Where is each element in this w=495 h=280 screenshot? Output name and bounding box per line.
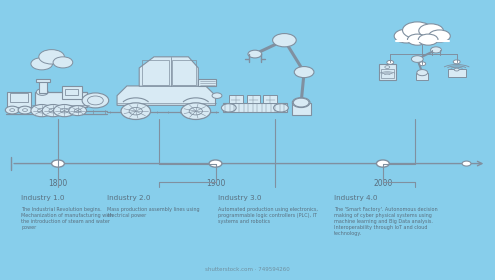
Text: Industry 1.0: Industry 1.0 <box>21 195 64 201</box>
Circle shape <box>69 106 87 116</box>
Circle shape <box>411 56 423 62</box>
Circle shape <box>419 62 426 66</box>
Circle shape <box>248 50 262 58</box>
Text: 2000: 2000 <box>373 179 393 188</box>
Circle shape <box>49 108 57 113</box>
Circle shape <box>294 67 314 78</box>
Bar <box>65 89 78 95</box>
Circle shape <box>407 34 427 45</box>
Circle shape <box>129 108 143 115</box>
Text: Automated production using electronics,
programmable logic controllers (PLC), IT: Automated production using electronics, … <box>218 207 318 224</box>
Text: Mass production assembly lines using
electrical power: Mass production assembly lines using ele… <box>107 207 200 218</box>
Bar <box>35 92 87 107</box>
Circle shape <box>181 103 210 120</box>
Circle shape <box>221 104 236 112</box>
Text: Industry 3.0: Industry 3.0 <box>218 195 261 201</box>
Circle shape <box>74 109 81 113</box>
Bar <box>7 92 31 107</box>
Circle shape <box>18 106 32 114</box>
Circle shape <box>121 103 150 120</box>
Circle shape <box>53 57 73 68</box>
Bar <box>10 94 28 102</box>
Bar <box>448 69 466 77</box>
Text: Industry 2.0: Industry 2.0 <box>107 195 150 201</box>
Circle shape <box>273 34 296 47</box>
Text: The 'Smart Factory'. Autonomous decision
making of cyber physical systems using
: The 'Smart Factory'. Autonomous decision… <box>334 207 437 236</box>
Circle shape <box>39 50 64 64</box>
Circle shape <box>387 60 394 64</box>
Circle shape <box>274 104 289 112</box>
Bar <box>416 73 428 80</box>
Circle shape <box>82 93 109 108</box>
Text: Industry 4.0: Industry 4.0 <box>334 195 377 201</box>
Polygon shape <box>198 79 215 86</box>
Text: shutterstock.com · 749594260: shutterstock.com · 749594260 <box>205 267 290 272</box>
Circle shape <box>42 104 64 117</box>
Text: 1800: 1800 <box>49 179 68 188</box>
Circle shape <box>453 60 460 64</box>
Polygon shape <box>117 86 215 105</box>
Circle shape <box>51 160 64 167</box>
Bar <box>263 95 277 103</box>
Circle shape <box>212 93 222 98</box>
Circle shape <box>402 22 432 39</box>
Polygon shape <box>139 57 198 86</box>
Bar <box>381 69 394 78</box>
Circle shape <box>5 106 19 114</box>
Circle shape <box>419 24 444 38</box>
Text: The Industrial Revolution begins.
Mechanization of manufacturing with
the introd: The Industrial Revolution begins. Mechan… <box>21 207 113 230</box>
Circle shape <box>292 98 310 108</box>
Bar <box>247 95 260 103</box>
Circle shape <box>209 160 222 167</box>
Circle shape <box>31 58 52 70</box>
Circle shape <box>38 108 46 113</box>
Bar <box>223 103 287 112</box>
Circle shape <box>23 109 28 111</box>
Circle shape <box>418 34 438 45</box>
Circle shape <box>60 108 68 113</box>
Bar <box>62 86 82 99</box>
Circle shape <box>377 160 389 167</box>
Bar <box>36 79 50 81</box>
Circle shape <box>394 29 419 43</box>
Circle shape <box>293 98 309 107</box>
Circle shape <box>417 70 428 76</box>
Bar <box>292 102 310 115</box>
Circle shape <box>31 104 52 117</box>
Circle shape <box>454 68 459 71</box>
Circle shape <box>189 108 202 115</box>
Circle shape <box>462 161 471 166</box>
Bar <box>229 95 243 103</box>
Bar <box>39 80 47 93</box>
Circle shape <box>88 96 103 105</box>
Circle shape <box>53 104 75 117</box>
Circle shape <box>36 89 48 95</box>
Circle shape <box>429 30 450 42</box>
Circle shape <box>10 109 15 111</box>
Bar <box>172 60 196 85</box>
Bar <box>379 64 396 80</box>
Text: 1900: 1900 <box>206 179 225 188</box>
Bar <box>142 60 169 85</box>
Circle shape <box>431 47 442 53</box>
